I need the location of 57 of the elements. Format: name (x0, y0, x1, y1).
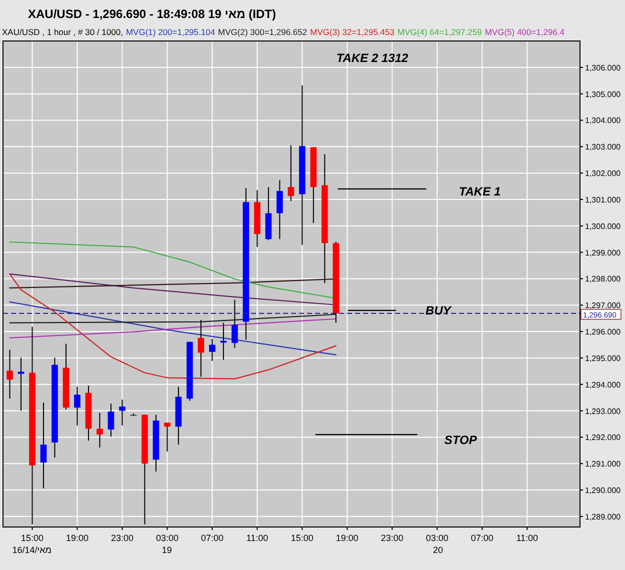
y-tick-label: 1,298.000 (585, 274, 622, 284)
candlestick (119, 399, 126, 426)
y-tick-label: 1,295.000 (585, 354, 622, 363)
candlestick (198, 319, 204, 378)
candlestick (276, 180, 283, 240)
x-tick-label: 11:00 (246, 533, 268, 543)
x-tick-label: 23:00 (110, 533, 134, 543)
annotation: TAKE 1 (458, 184, 501, 199)
x-tick-label: 03:00 (426, 533, 448, 543)
candlestick (18, 357, 24, 412)
y-tick-label: 1,305.000 (585, 90, 622, 99)
text: MVG(4) 64=1,297.259 (397, 27, 482, 37)
y-tick-label: 1,292.000 (585, 433, 622, 442)
y-tick-label: 1,300.000 (585, 222, 622, 231)
text: 20 (433, 544, 444, 555)
y-tick-label: 1,301.000 (585, 195, 622, 204)
y-tick-label: 1,291.000 (585, 460, 622, 469)
annotation: BUY (426, 303, 452, 318)
y-tick-label: 1,306.000 (585, 63, 622, 72)
x-tick-label: 23:00 (380, 533, 404, 543)
candlestick (164, 422, 170, 452)
candlestick (288, 144, 294, 202)
chart-subtitle: XAU/USD , 1 hour , # 30 / 1000, (2, 27, 123, 37)
text: MVG(2) 300=1,296.652 (218, 27, 308, 37)
chart-title: XAU/USD - 1,296.690 - 18:49:08 19 מאי (IDT) (28, 7, 276, 21)
text: 16/14/מאי (12, 544, 52, 555)
x-tick-label: 07:00 (200, 533, 224, 543)
text: MVG(1) 200=1,295.104 (126, 27, 216, 37)
y-tick-label: 1,297.000 (585, 301, 622, 310)
y-tick-label: 1,302.000 (585, 169, 622, 178)
candlestick (6, 349, 13, 400)
annotation: TAKE 2 1312 (336, 50, 409, 65)
y-tick-label: 1,296.000 (585, 328, 622, 337)
y-tick-label: 1,299.000 (585, 248, 622, 258)
y-tick-label: 1,303.000 (585, 142, 622, 152)
candlestick (209, 338, 216, 362)
candlestick (74, 386, 80, 426)
y-tick-label: 1,294.000 (585, 380, 622, 390)
candlestick (96, 412, 103, 448)
candlestick (40, 402, 47, 489)
x-tick-label: 15:00 (290, 533, 314, 543)
y-tick-label: 1,289.000 (585, 512, 622, 522)
candlestick (108, 403, 114, 438)
text: MVG(3) 32=1,295.453 (310, 27, 395, 37)
x-tick-label: 15:00 (20, 533, 44, 543)
x-tick-label: 03:00 (156, 533, 178, 543)
x-tick-label: 07:00 (470, 533, 494, 543)
x-tick-label: 19:00 (66, 533, 88, 543)
y-tick-label: 1,290.000 (585, 486, 622, 496)
y-tick-label: 1,293.000 (585, 406, 622, 416)
candlestick (232, 299, 238, 348)
x-tick-label: 19:00 (336, 533, 358, 543)
y-tick-label: 1,304.000 (585, 116, 622, 126)
text: MVG(5) 400=1,296.4 (484, 27, 565, 37)
x-tick-label: 11:00 (516, 533, 538, 543)
text: 19 (162, 544, 172, 555)
annotation: STOP (444, 433, 478, 448)
